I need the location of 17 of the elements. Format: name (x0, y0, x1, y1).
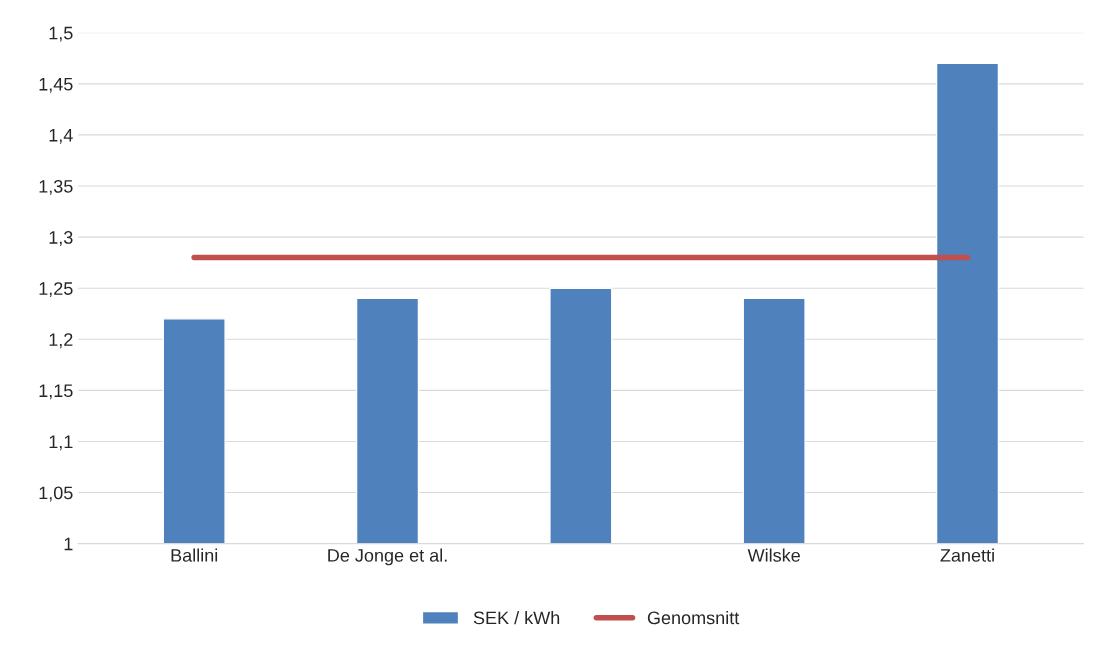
x-tick-label: Wilske (747, 548, 800, 562)
y-tick-label: 1 (64, 537, 73, 551)
y-tick-label: 1,25 (39, 282, 73, 298)
y-tick-label: 1,4 (49, 129, 73, 144)
y-tick-label: 1,15 (39, 384, 73, 400)
y-tick-label: 1,45 (39, 77, 73, 93)
y-tick-label: 1,35 (39, 179, 73, 195)
x-tick-label: Ballini (171, 548, 218, 562)
y-tick-label: 1,5 (49, 26, 73, 42)
x-tick-label: De Jonge et al. (328, 548, 447, 566)
y-tick-label: 1,1 (49, 435, 73, 451)
x-tick-label: Zanetti (940, 548, 994, 562)
legend-label: SEK / kWh (473, 610, 560, 625)
y-tick-label: 1,2 (49, 333, 73, 349)
y-tick-label: 1,3 (49, 231, 73, 246)
y-tick-label: 1,05 (39, 486, 73, 502)
legend-label: Genomsnitt (647, 610, 740, 625)
